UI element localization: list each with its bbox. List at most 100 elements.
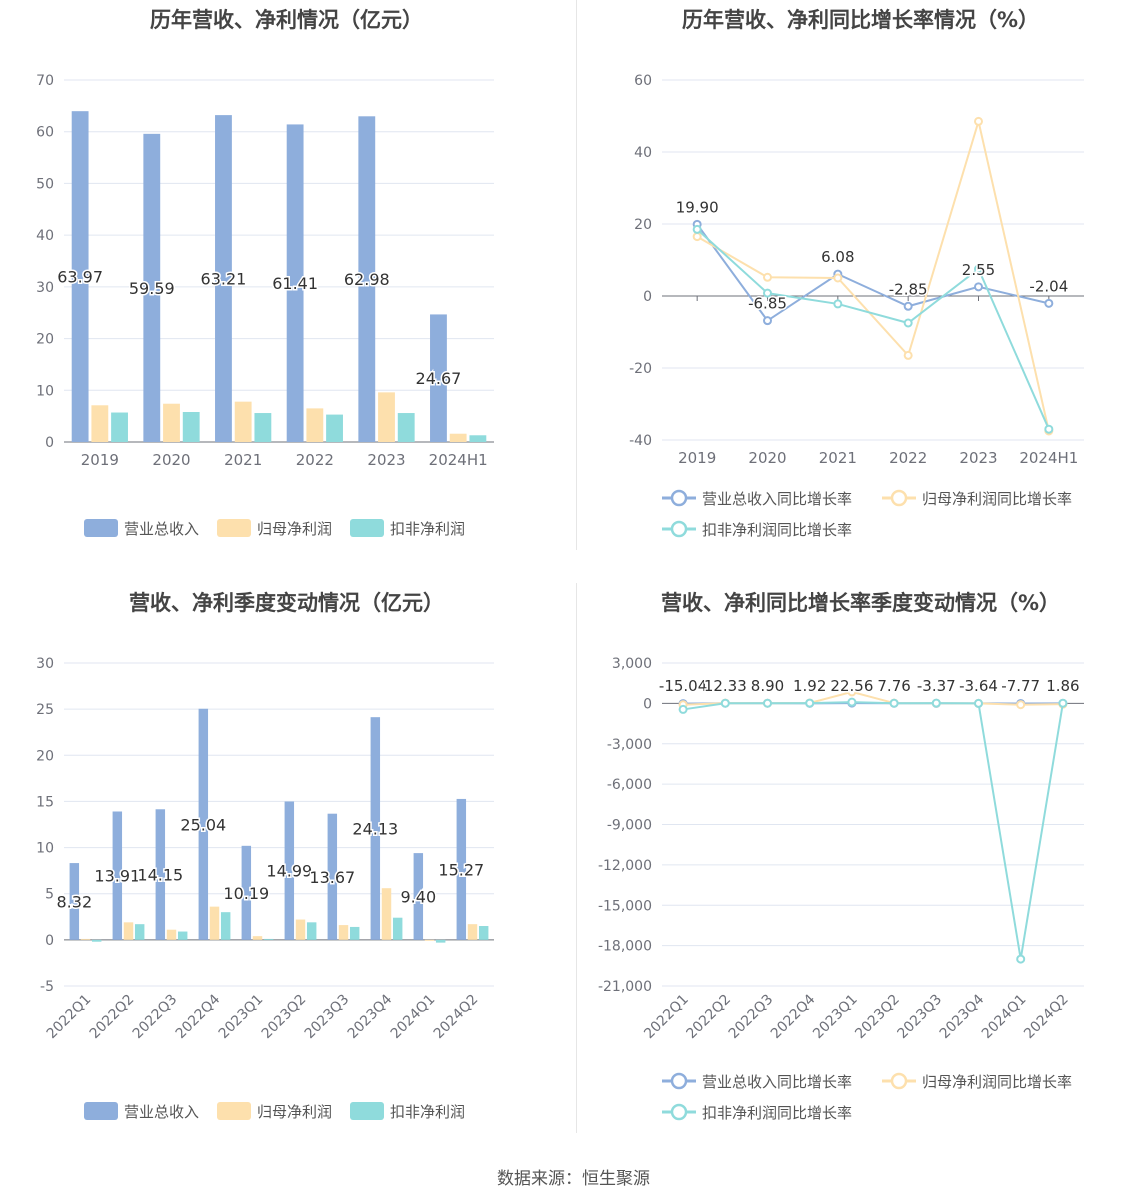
chart-title: 历年营收、净利同比增长率情况（%）: [681, 8, 1040, 32]
y-tick-label: 30: [36, 656, 54, 672]
x-tick-label: 2022Q3: [726, 992, 777, 1043]
annual-growth-rate-chart: 历年营收、净利同比增长率情况（%） -40 -20 0 20 40 60 2019 2020 2…: [574, 0, 1147, 560]
data-label: 62.98: [344, 270, 390, 289]
y-tick-label: 3,000: [612, 656, 652, 672]
data-point: [889, 698, 899, 708]
y-tick-label: -20: [629, 361, 652, 377]
y-tick-label: 40: [634, 145, 652, 161]
y-tick-label: -5: [40, 979, 54, 995]
y-tick-label: 0: [643, 696, 652, 712]
x-tick-label: 2024H1: [429, 451, 488, 469]
bar: [392, 917, 403, 940]
bar: [177, 931, 188, 940]
bar: [378, 392, 395, 442]
x-tick-label: 2023: [367, 451, 405, 469]
x-tick-label: 2024Q1: [388, 992, 439, 1043]
bar: [286, 124, 304, 442]
x-tick-label: 2024H1: [1019, 449, 1078, 467]
data-point: [692, 224, 702, 234]
data-label: 61.41: [272, 274, 318, 293]
x-tick-label: 2024Q2: [431, 992, 482, 1043]
legend-swatch: [84, 519, 118, 537]
y-tick-label: 40: [36, 228, 54, 244]
legend-swatch: [350, 519, 384, 537]
bar: [71, 111, 89, 442]
chart-svg: -50510152025302022Q12022Q22022Q32022Q420…: [36, 656, 494, 1121]
panel-divider-bottom: [576, 583, 577, 1133]
legend-marker: [670, 1103, 688, 1121]
legend-swatch: [84, 1102, 118, 1120]
data-label: 24.67: [416, 369, 462, 388]
data-label: 25.04: [180, 815, 226, 834]
panel-divider-top: [576, 0, 577, 550]
x-tick-label: 2023Q1: [810, 992, 861, 1043]
data-label: 19.90: [676, 198, 719, 216]
bar: [295, 919, 306, 940]
data-point: [692, 232, 702, 242]
x-tick-label: 2023Q1: [216, 992, 267, 1043]
y-tick-label: 10: [36, 841, 54, 857]
x-tick-label: 2022Q2: [684, 992, 735, 1043]
y-tick-label: 0: [45, 435, 54, 451]
data-point: [763, 272, 772, 282]
bar: [397, 413, 415, 442]
data-point: [1044, 298, 1054, 308]
legend-swatch: [217, 519, 251, 537]
data-label: 13.91: [94, 867, 140, 886]
series-line: [696, 228, 1050, 430]
legend-label: 扣非净利润同比增长率: [702, 521, 852, 539]
x-tick-label: 2024Q2: [1021, 992, 1072, 1043]
bar: [338, 925, 349, 940]
chart-svg: 0 10 20 30 40 50 60 70 2019 2020 2021 2022 2023 2024H…: [36, 73, 494, 538]
legend-label: 归母净利润: [257, 520, 332, 538]
chart-title: 历年营收、净利情况（亿元）: [150, 8, 423, 32]
bar: [209, 906, 220, 940]
legend-label: 营业总收入: [124, 520, 199, 538]
data-label: -2.04: [1029, 277, 1068, 295]
bar: [349, 926, 360, 940]
x-tick-label: 2022Q1: [641, 992, 692, 1043]
bar: [111, 412, 128, 442]
quarterly-growth-rate-chart: 营收、净利同比增长率季度变动情况（%） -21,000 -18,000 -15,00…: [574, 583, 1147, 1143]
y-tick-label: -12,000: [598, 858, 652, 874]
bar: [166, 929, 177, 940]
y-tick-label: 60: [634, 73, 652, 89]
data-label: 14.15: [137, 866, 183, 885]
x-tick-label: 2022Q4: [173, 991, 224, 1042]
x-tick-label: 2023Q2: [852, 992, 903, 1043]
bar: [220, 912, 231, 940]
bar: [91, 405, 109, 442]
bar: [284, 801, 295, 940]
bar: [263, 938, 274, 940]
data-point: [974, 116, 983, 126]
legend-marker: [670, 489, 688, 507]
bar: [381, 888, 392, 940]
legend-label: 扣非净利润: [390, 520, 465, 538]
x-tick-label: 2022Q2: [87, 992, 138, 1043]
series-line: [696, 117, 1050, 432]
x-tick-label: 2023Q3: [895, 992, 946, 1043]
data-label: 12.33: [704, 677, 747, 695]
chart-title: 营收、净利同比增长率季度变动情况（%）: [660, 591, 1061, 615]
bar: [112, 811, 123, 940]
bar: [327, 813, 338, 940]
bar: [449, 433, 467, 442]
bar: [478, 926, 489, 940]
series-line: [682, 701, 1064, 960]
y-tick-label: 20: [36, 332, 54, 348]
x-tick-label: 2021: [819, 449, 857, 467]
data-point: [1016, 954, 1026, 964]
y-tick-label: -21,000: [598, 979, 652, 995]
data-label: 1.86: [1046, 677, 1079, 695]
data-point: [1016, 700, 1026, 710]
data-point: [763, 316, 772, 326]
legend-label: 扣非净利润: [390, 1103, 465, 1121]
x-tick-label: 2022: [889, 449, 927, 467]
x-tick-label: 2024Q1: [979, 992, 1030, 1043]
bar: [430, 314, 447, 442]
x-tick-label: 2023Q2: [259, 992, 310, 1043]
legend-swatch: [217, 1102, 251, 1120]
y-tick-label: 0: [643, 289, 652, 305]
data-label: 2.55: [962, 261, 995, 279]
bar: [155, 809, 166, 940]
